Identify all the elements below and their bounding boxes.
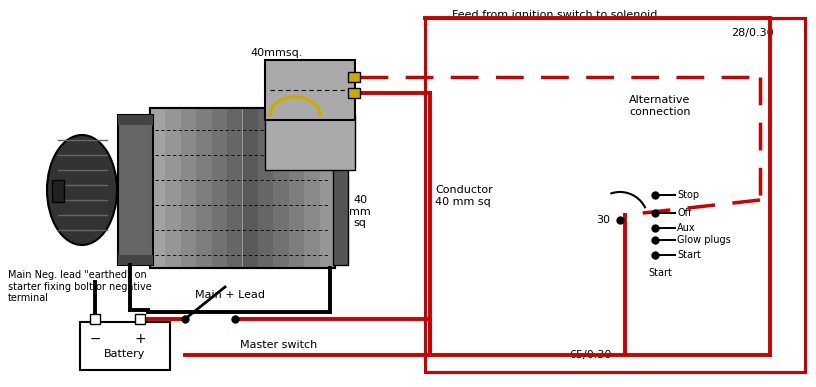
Text: 28/0.30: 28/0.30	[730, 28, 774, 38]
Text: Start: Start	[677, 250, 701, 260]
Bar	[273, 108, 289, 268]
Text: 40mmsq.: 40mmsq.	[250, 48, 303, 58]
Bar	[118, 115, 153, 265]
Bar	[304, 108, 320, 268]
Bar	[265, 115, 355, 170]
Bar	[320, 108, 335, 268]
Text: −: −	[89, 332, 101, 346]
Text: Feed from ignition switch to solenoid: Feed from ignition switch to solenoid	[452, 10, 658, 20]
Bar	[258, 108, 273, 268]
Text: Main + Lead: Main + Lead	[195, 290, 265, 300]
Bar	[211, 108, 227, 268]
Text: +: +	[134, 332, 146, 346]
Text: Master switch: Master switch	[240, 340, 317, 350]
Bar	[150, 108, 335, 268]
Bar	[265, 60, 355, 120]
Text: Main Neg. lead "earthed" on
starter fixing bolt or negative
terminal: Main Neg. lead "earthed" on starter fixi…	[8, 270, 152, 303]
Text: Aux: Aux	[677, 223, 695, 233]
Bar	[333, 115, 348, 265]
Text: Off: Off	[677, 208, 691, 218]
Text: Start: Start	[648, 268, 672, 278]
Bar	[348, 72, 360, 82]
Bar	[118, 115, 153, 125]
Bar	[80, 322, 170, 370]
Bar	[227, 108, 242, 268]
Text: Battery: Battery	[104, 349, 146, 359]
Bar	[150, 108, 335, 268]
Text: 30: 30	[596, 215, 610, 225]
Bar	[197, 108, 211, 268]
Text: Alternative
connection: Alternative connection	[629, 95, 691, 116]
Bar	[52, 180, 64, 202]
Bar	[242, 108, 258, 268]
Bar	[289, 108, 304, 268]
Bar	[181, 108, 197, 268]
Bar	[150, 108, 166, 268]
Text: 40
mm
sq: 40 mm sq	[349, 195, 371, 228]
Ellipse shape	[47, 135, 117, 245]
Text: Stop: Stop	[677, 190, 699, 200]
Bar	[135, 314, 145, 324]
Bar	[348, 88, 360, 98]
Bar	[90, 314, 100, 324]
Bar	[166, 108, 181, 268]
Text: Conductor
40 mm sq: Conductor 40 mm sq	[435, 185, 493, 207]
Text: Glow plugs: Glow plugs	[677, 235, 731, 245]
Text: 65/0.30: 65/0.30	[569, 350, 611, 360]
Bar	[118, 255, 153, 265]
